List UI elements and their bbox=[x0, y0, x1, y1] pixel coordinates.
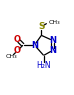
Text: O: O bbox=[14, 35, 21, 44]
Text: CH₃: CH₃ bbox=[49, 20, 60, 25]
Text: N: N bbox=[49, 46, 56, 55]
Text: O: O bbox=[14, 46, 21, 55]
Text: S: S bbox=[38, 22, 45, 31]
Text: N: N bbox=[31, 41, 38, 50]
Text: N: N bbox=[49, 36, 56, 45]
Text: H₂N: H₂N bbox=[36, 61, 51, 70]
Text: CH₃: CH₃ bbox=[6, 54, 17, 59]
